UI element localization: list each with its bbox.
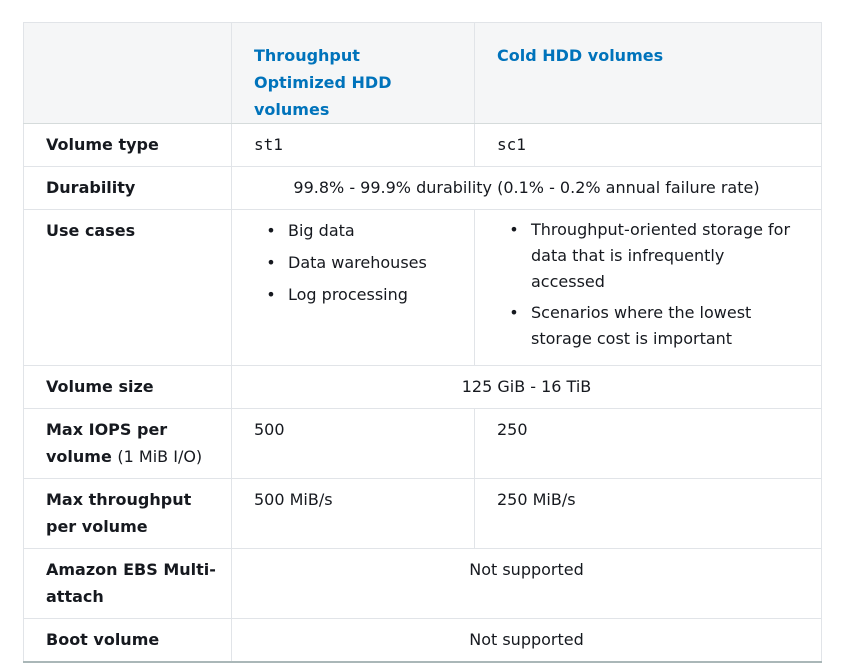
table-row-max-iops: Max IOPS per volume (1 MiB I/O) 500 250 bbox=[23, 408, 822, 479]
table-row-multi-attach: Amazon EBS Multi-attach Not supported bbox=[23, 548, 822, 619]
cell-multi-attach-value: Not supported bbox=[231, 548, 822, 619]
list-item: • Log processing bbox=[254, 281, 452, 308]
use-case-text: Scenarios where the lowest storage cost … bbox=[531, 303, 752, 348]
row-label-multi-attach: Amazon EBS Multi-attach bbox=[23, 548, 232, 619]
row-label-boot-volume: Boot volume bbox=[23, 618, 232, 663]
use-case-text: Log processing bbox=[288, 285, 408, 304]
bullet-icon: • bbox=[509, 220, 519, 239]
st1-use-case-list: • Big data • Data warehouses • Log processi… bbox=[254, 217, 452, 308]
table-row-durability: Durability 99.8% - 99.9% durability (0.1… bbox=[23, 166, 822, 210]
table-row-volume-size: Volume size 125 GiB - 16 TiB bbox=[23, 365, 822, 409]
table-row-volume-type: Volume type st1 sc1 bbox=[23, 123, 822, 167]
row-label-max-iops: Max IOPS per volume (1 MiB I/O) bbox=[23, 408, 232, 479]
row-label-max-throughput: Max throughput per volume bbox=[23, 478, 232, 549]
bullet-icon: • bbox=[266, 253, 276, 272]
table-row-boot-volume: Boot volume Not supported bbox=[23, 618, 822, 663]
header-empty-cell bbox=[23, 22, 232, 124]
volume-type-code-sc1: sc1 bbox=[497, 135, 526, 154]
list-item: • Data warehouses bbox=[254, 249, 452, 276]
cell-sc1-use-cases: • Throughput-oriented storage for data th… bbox=[474, 209, 822, 366]
table-header-row: Throughput Optimized HDD volumes Cold HD… bbox=[23, 22, 822, 124]
use-case-text: Throughput-oriented storage for data tha… bbox=[531, 220, 791, 291]
use-case-text: Data warehouses bbox=[288, 253, 427, 272]
row-label-durability: Durability bbox=[23, 166, 232, 210]
cell-volume-size-value: 125 GiB - 16 TiB bbox=[231, 365, 822, 409]
cell-st1-volume-type: st1 bbox=[231, 123, 475, 167]
header-throughput-optimized-hdd: Throughput Optimized HDD volumes bbox=[231, 22, 475, 124]
table-row-use-cases: Use cases • Big data • Data warehouses • Lo… bbox=[23, 209, 822, 366]
row-label-volume-type: Volume type bbox=[23, 123, 232, 167]
row-label-max-iops-sub: (1 MiB I/O) bbox=[117, 447, 203, 466]
list-item: • Big data bbox=[254, 217, 452, 244]
cell-sc1-volume-type: sc1 bbox=[474, 123, 822, 167]
sc1-use-case-list: • Throughput-oriented storage for data th… bbox=[497, 217, 799, 352]
cell-boot-volume-value: Not supported bbox=[231, 618, 822, 663]
row-label-max-iops-main: Max IOPS per volume bbox=[46, 420, 168, 466]
comparison-table-container: Throughput Optimized HDD volumes Cold HD… bbox=[23, 22, 822, 663]
cell-st1-max-throughput: 500 MiB/s bbox=[231, 478, 475, 549]
list-item: • Scenarios where the lowest storage cost… bbox=[497, 300, 799, 352]
cell-st1-max-iops: 500 bbox=[231, 408, 475, 479]
header-cold-hdd: Cold HDD volumes bbox=[474, 22, 822, 124]
row-label-volume-size: Volume size bbox=[23, 365, 232, 409]
bullet-icon: • bbox=[266, 285, 276, 304]
bullet-icon: • bbox=[509, 303, 519, 322]
use-case-text: Big data bbox=[288, 221, 355, 240]
table-row-max-throughput: Max throughput per volume 500 MiB/s 250 … bbox=[23, 478, 822, 549]
bullet-icon: • bbox=[266, 221, 276, 240]
cell-sc1-max-iops: 250 bbox=[474, 408, 822, 479]
row-label-use-cases: Use cases bbox=[23, 209, 232, 366]
cell-durability-value: 99.8% - 99.9% durability (0.1% - 0.2% an… bbox=[231, 166, 822, 210]
cell-sc1-max-throughput: 250 MiB/s bbox=[474, 478, 822, 549]
hdd-volume-comparison-table: Throughput Optimized HDD volumes Cold HD… bbox=[23, 22, 822, 663]
list-item: • Throughput-oriented storage for data th… bbox=[497, 217, 799, 295]
volume-type-code-st1: st1 bbox=[254, 135, 283, 154]
cell-st1-use-cases: • Big data • Data warehouses • Log processi… bbox=[231, 209, 475, 366]
